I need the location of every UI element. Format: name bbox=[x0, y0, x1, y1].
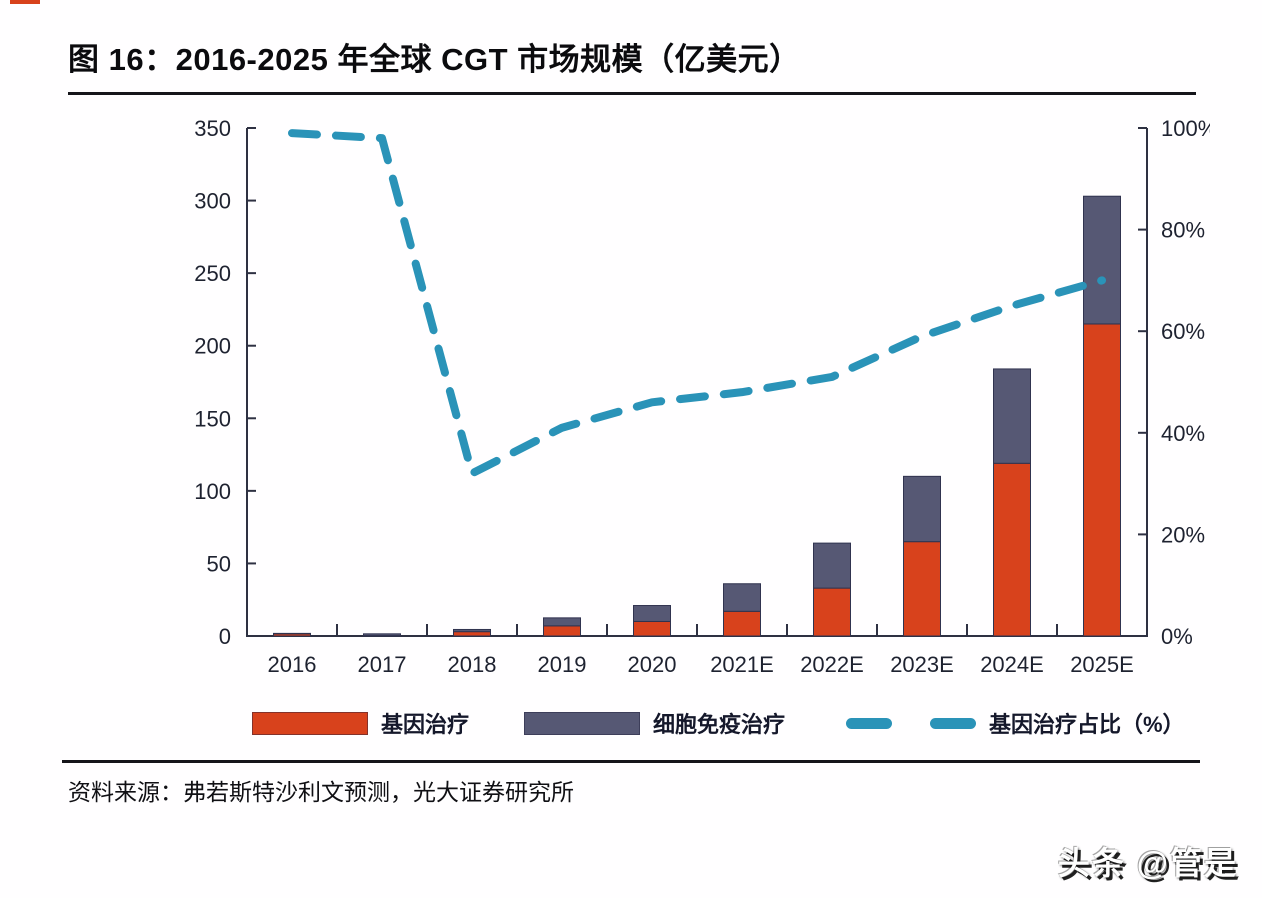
right-axis-label: 100% bbox=[1161, 116, 1210, 141]
right-axis-label: 20% bbox=[1161, 522, 1205, 547]
left-axis-label: 350 bbox=[194, 116, 231, 141]
bar-segment-2022E-1 bbox=[813, 542, 851, 589]
watermark: 头条 @管是 bbox=[1057, 845, 1238, 881]
source-text: 资料来源：弗若斯特沙利文预测，光大证券研究所 bbox=[68, 779, 574, 805]
red-corner-mark bbox=[10, 0, 40, 4]
dash-segment bbox=[846, 717, 892, 729]
right-axis-label: 60% bbox=[1161, 319, 1205, 344]
legend-item-gene-therapy: 基因治疗 bbox=[252, 703, 469, 743]
bar-segment-2025E-1 bbox=[1083, 195, 1121, 325]
x-axis-label-2018: 2018 bbox=[448, 652, 497, 677]
right-axis-label: 80% bbox=[1161, 218, 1205, 243]
chart-legend: 基因治疗 细胞免疫治疗 基因治疗占比（%） bbox=[0, 703, 1262, 743]
bar-segment-2017-1 bbox=[363, 633, 401, 637]
legend-label-cell-immunotherapy: 细胞免疫治疗 bbox=[653, 712, 786, 737]
source-divider bbox=[62, 760, 1200, 763]
left-axis-label: 200 bbox=[194, 334, 231, 359]
x-axis-label-2025E: 2025E bbox=[1070, 652, 1134, 677]
x-axis-label-2023E: 2023E bbox=[890, 652, 954, 677]
cgt-market-chart: 0 50 100 150 200 250 300 350 0% 20% 40% 60% 80% 100% 2… bbox=[194, 116, 1210, 677]
x-axis-label-2017: 2017 bbox=[358, 652, 407, 677]
left-axis-label: 300 bbox=[194, 189, 231, 214]
right-axis-label: 40% bbox=[1161, 421, 1205, 446]
bar-segment-2023E-1 bbox=[903, 475, 941, 543]
legend-item-gene-therapy-share: 基因治疗占比（%） bbox=[846, 703, 1185, 743]
x-axis-label-2020: 2020 bbox=[628, 652, 677, 677]
bar-segment-2023E-0 bbox=[903, 541, 941, 637]
bar-segment-2019-1 bbox=[543, 617, 581, 627]
left-axis-label: 50 bbox=[207, 551, 231, 576]
dashed-line-swatch bbox=[846, 717, 976, 729]
dash-segment bbox=[930, 717, 976, 729]
legend-item-cell-immunotherapy: 细胞免疫治疗 bbox=[524, 703, 785, 743]
left-axis-label: 100 bbox=[194, 479, 231, 504]
bar-segment-2018-0 bbox=[453, 631, 491, 637]
bar-segment-2018-1 bbox=[453, 628, 491, 633]
x-axis-label-2021E: 2021E bbox=[710, 652, 774, 677]
x-axis-label-2022E: 2022E bbox=[800, 652, 864, 677]
bar-segment-2025E-0 bbox=[1083, 323, 1121, 637]
bar-segment-2024E-1 bbox=[993, 368, 1031, 464]
bar-segment-2021E-0 bbox=[723, 610, 761, 637]
gene-therapy-swatch bbox=[252, 711, 368, 735]
x-axis-label-2024E: 2024E bbox=[980, 652, 1044, 677]
legend-label-gene-therapy: 基因治疗 bbox=[381, 712, 470, 737]
bar-segment-2022E-0 bbox=[813, 587, 851, 637]
left-axis-label: 0 bbox=[219, 624, 231, 649]
gene-therapy-share-line bbox=[288, 129, 1106, 478]
bar-segment-2024E-0 bbox=[993, 462, 1031, 637]
x-axis-label-2019: 2019 bbox=[538, 652, 587, 677]
x-axis-label-2016: 2016 bbox=[268, 652, 317, 677]
left-axis-label: 150 bbox=[194, 406, 231, 431]
bar-segment-2021E-1 bbox=[723, 583, 761, 612]
bar-segment-2020-0 bbox=[633, 620, 671, 637]
legend-label-gene-therapy-share: 基因治疗占比（%） bbox=[989, 712, 1185, 737]
left-axis-label: 250 bbox=[194, 261, 231, 286]
bar-segment-2019-0 bbox=[543, 625, 581, 637]
title-divider bbox=[68, 92, 1196, 95]
figure-title: 图 16：2016-2025 年全球 CGT 市场规模（亿美元） bbox=[68, 42, 801, 77]
bar-segment-2020-1 bbox=[633, 605, 671, 622]
right-axis-label: 0% bbox=[1161, 624, 1193, 649]
cell-immunotherapy-swatch bbox=[524, 711, 640, 735]
